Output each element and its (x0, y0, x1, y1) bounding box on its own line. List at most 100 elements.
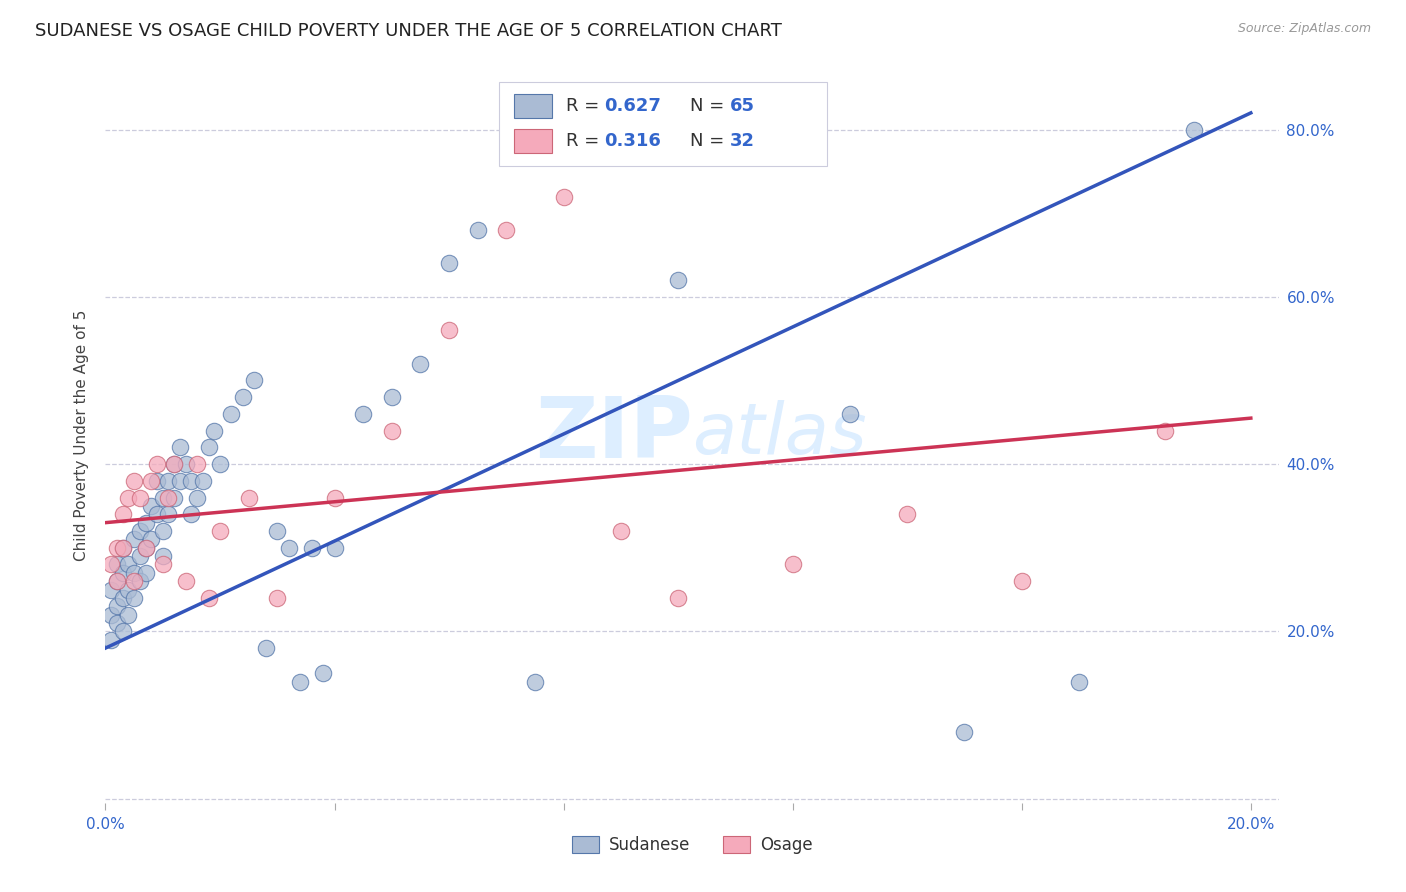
Point (381, 390, 404, 404)
Point (141, 499, 163, 513)
Point (117, 607, 139, 622)
Text: N =: N = (690, 97, 730, 115)
Point (953, 724, 976, 739)
Point (117, 558, 139, 572)
Text: ZIP: ZIP (534, 393, 693, 476)
Point (202, 424, 225, 438)
Point (135, 566, 157, 580)
Point (666, 273, 689, 287)
Point (157, 491, 180, 505)
FancyBboxPatch shape (515, 95, 551, 119)
Point (323, 491, 346, 505)
Point (437, 256, 460, 270)
Point (180, 474, 202, 488)
Point (105, 599, 128, 614)
Point (208, 457, 231, 471)
Point (163, 491, 186, 505)
Point (1067, 674, 1090, 689)
Point (186, 457, 208, 471)
Point (232, 390, 254, 404)
Point (122, 566, 145, 580)
Point (163, 457, 186, 471)
Text: SUDANESE VS OSAGE CHILD POVERTY UNDER THE AGE OF 5 CORRELATION CHART: SUDANESE VS OSAGE CHILD POVERTY UNDER TH… (35, 22, 782, 40)
Point (467, 223, 489, 237)
Point (174, 457, 197, 471)
Point (174, 574, 197, 589)
Text: R =: R = (565, 97, 605, 115)
Point (896, 508, 918, 522)
Point (135, 541, 157, 555)
Point (208, 524, 231, 538)
Point (666, 591, 689, 605)
Point (169, 474, 191, 488)
Point (782, 558, 804, 572)
Point (157, 474, 180, 488)
Point (523, 674, 546, 689)
Point (186, 491, 208, 505)
Point (152, 524, 174, 538)
Point (169, 441, 191, 455)
FancyBboxPatch shape (499, 81, 828, 166)
Point (381, 424, 404, 438)
Point (105, 615, 128, 630)
Point (152, 491, 174, 505)
Point (122, 474, 145, 488)
Point (111, 508, 134, 522)
Point (197, 441, 219, 455)
Point (146, 474, 169, 488)
Point (128, 549, 150, 563)
Point (266, 591, 288, 605)
Point (437, 323, 460, 337)
Point (839, 407, 862, 421)
Point (105, 574, 128, 589)
Point (1011, 574, 1033, 589)
Point (352, 407, 374, 421)
Point (495, 223, 517, 237)
Point (141, 474, 163, 488)
Point (152, 549, 174, 563)
Point (312, 666, 335, 681)
Point (221, 407, 243, 421)
Y-axis label: Child Poverty Under the Age of 5: Child Poverty Under the Age of 5 (75, 310, 90, 560)
Text: 0.627: 0.627 (605, 97, 661, 115)
Point (243, 374, 266, 388)
Text: Source: ZipAtlas.com: Source: ZipAtlas.com (1237, 22, 1371, 36)
Point (1182, 122, 1205, 136)
Text: atlas: atlas (693, 401, 868, 469)
Point (254, 641, 277, 656)
Point (1154, 424, 1177, 438)
Point (553, 189, 575, 203)
Point (191, 474, 214, 488)
Point (152, 558, 174, 572)
Text: R =: R = (565, 132, 605, 150)
Point (128, 524, 150, 538)
Point (610, 524, 633, 538)
Point (141, 533, 163, 547)
Point (100, 607, 122, 622)
Point (117, 491, 139, 505)
Point (100, 558, 122, 572)
Point (163, 457, 186, 471)
Point (157, 508, 180, 522)
Point (197, 591, 219, 605)
Point (105, 541, 128, 555)
Text: 0.316: 0.316 (605, 132, 661, 150)
Point (111, 566, 134, 580)
Point (122, 533, 145, 547)
Point (409, 357, 432, 371)
Text: 32: 32 (730, 132, 755, 150)
FancyBboxPatch shape (515, 128, 551, 153)
Point (238, 491, 260, 505)
Text: 65: 65 (730, 97, 755, 115)
Point (117, 582, 139, 597)
Point (146, 508, 169, 522)
Point (100, 582, 122, 597)
Point (105, 574, 128, 589)
Point (180, 508, 202, 522)
Point (111, 591, 134, 605)
Point (105, 558, 128, 572)
Point (301, 541, 323, 555)
Point (122, 591, 145, 605)
Point (146, 457, 169, 471)
Point (277, 541, 299, 555)
